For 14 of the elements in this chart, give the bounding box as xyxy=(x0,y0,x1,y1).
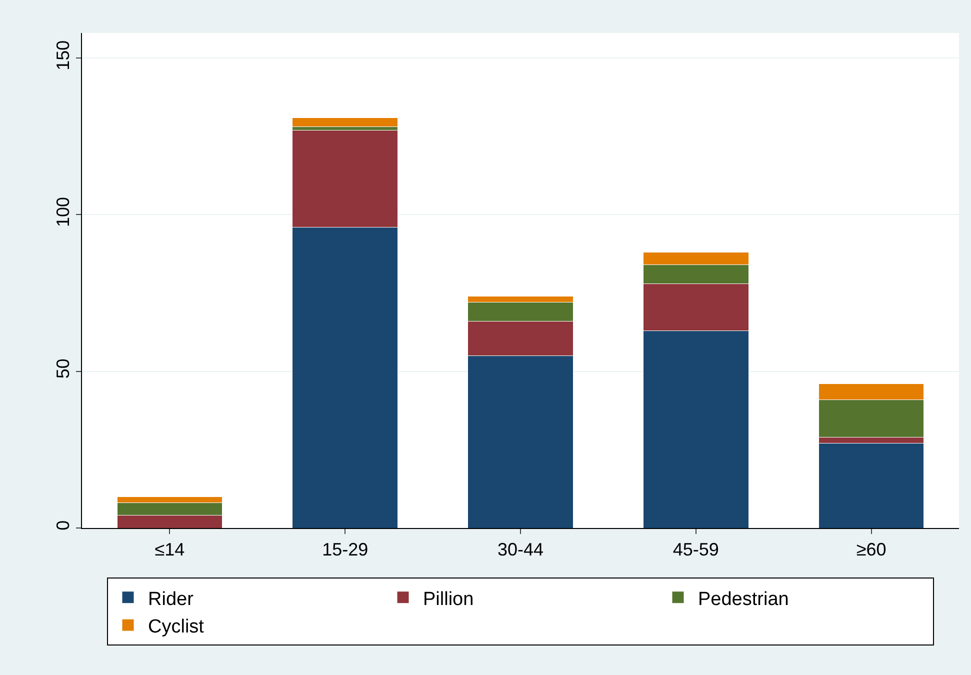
y-tick-label: 100 xyxy=(52,196,73,228)
y-tick-label: 150 xyxy=(52,40,73,70)
x-tick-label: ≥60 xyxy=(856,540,886,560)
y-tick-label: 50 xyxy=(52,358,73,379)
bar xyxy=(292,117,398,128)
legend-label: Cyclist xyxy=(148,616,205,638)
legend-label: Pillion xyxy=(423,588,474,610)
x-tick-label: ≤14 xyxy=(154,540,185,560)
y-tick-label: 0 xyxy=(52,520,73,530)
x-tick-label: 30-44 xyxy=(497,540,544,560)
x-tick-label: 45-59 xyxy=(672,540,719,560)
x-tick-label: 15-29 xyxy=(322,540,368,560)
legend-label: Pedestrian xyxy=(698,588,789,610)
legend-label: Rider xyxy=(148,588,194,610)
